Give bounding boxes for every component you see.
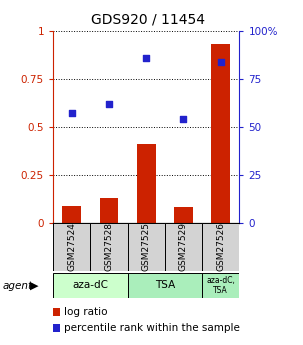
Text: GDS920 / 11454: GDS920 / 11454 (92, 12, 205, 26)
Text: TSA: TSA (155, 280, 175, 290)
Text: GSM27524: GSM27524 (67, 222, 76, 271)
Point (181, 116, 186, 122)
Bar (137, 144, 155, 223)
Text: aza-dC: aza-dC (72, 280, 108, 290)
Bar (202, 223, 239, 271)
Text: log ratio: log ratio (64, 307, 108, 317)
Bar (53, 223, 90, 271)
Bar (90, 223, 128, 271)
Bar (165, 223, 202, 271)
Point (144, 55, 148, 61)
Text: ▶: ▶ (30, 281, 38, 290)
Bar (53, 273, 128, 298)
Text: agent: agent (3, 281, 33, 290)
Bar (100, 198, 118, 223)
Bar (128, 273, 202, 298)
Text: percentile rank within the sample: percentile rank within the sample (64, 323, 240, 333)
Bar (62, 206, 81, 223)
Bar (174, 207, 193, 223)
Point (106, 101, 111, 107)
Text: aza-dC,
TSA: aza-dC, TSA (206, 276, 235, 295)
Text: GSM27528: GSM27528 (105, 222, 113, 271)
Bar (202, 273, 239, 298)
Point (218, 59, 223, 65)
Bar (211, 45, 230, 223)
Point (69, 111, 74, 116)
Text: GSM27529: GSM27529 (179, 222, 188, 271)
Text: GSM27525: GSM27525 (142, 222, 151, 271)
Bar (128, 223, 165, 271)
Text: GSM27526: GSM27526 (216, 222, 225, 271)
